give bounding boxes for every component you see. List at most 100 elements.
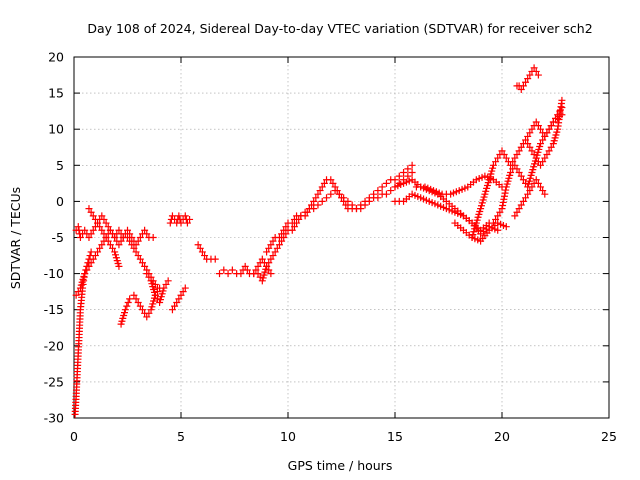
data-point-interp — [308, 201, 316, 209]
data-point — [126, 295, 134, 303]
data-point-interp — [509, 158, 517, 166]
data-point — [511, 161, 519, 169]
data-point — [378, 183, 386, 191]
y-tick-label: -10 — [44, 266, 64, 281]
data-point — [141, 226, 149, 234]
data-point — [173, 298, 181, 306]
data-point — [537, 125, 545, 133]
data-point — [228, 266, 236, 274]
data-point — [263, 262, 271, 270]
data-point-interp — [87, 230, 95, 238]
data-point — [130, 291, 138, 299]
data-point — [545, 125, 553, 133]
data-point — [124, 226, 131, 234]
data-point — [348, 201, 356, 209]
data-point — [297, 212, 305, 220]
data-point — [400, 169, 408, 177]
data-point-interp — [543, 129, 551, 137]
data-point-interp — [143, 230, 151, 238]
data-point-interp — [522, 136, 530, 144]
data-point — [224, 270, 232, 278]
data-point — [404, 172, 412, 180]
data-point — [143, 313, 151, 321]
x-tick-label: 10 — [280, 429, 296, 444]
data-point-interp — [282, 223, 290, 231]
data-point-interp — [175, 295, 183, 303]
data-point-interp — [316, 187, 324, 195]
data-point — [335, 190, 343, 198]
data-point — [545, 147, 553, 155]
data-point-interp — [132, 295, 140, 303]
data-point-interp — [269, 252, 277, 260]
data-point — [374, 194, 382, 202]
data-point — [327, 176, 335, 184]
data-point-interp — [502, 186, 510, 194]
data-point — [519, 82, 527, 90]
data-point — [558, 96, 566, 104]
data-point — [271, 248, 279, 256]
data-point-interp — [513, 150, 521, 158]
data-point — [519, 197, 527, 205]
data-point-interp — [513, 208, 521, 216]
data-point — [168, 306, 176, 314]
data-point — [177, 291, 185, 299]
data-point — [164, 277, 172, 285]
data-point — [280, 226, 288, 234]
data-point — [149, 234, 157, 241]
chart-title: Day 108 of 2024, Sidereal Day-to-day VTE… — [87, 21, 592, 36]
data-point-interp — [145, 273, 153, 281]
data-point — [194, 241, 202, 249]
gridlines — [74, 57, 609, 418]
data-point — [121, 306, 129, 314]
data-point — [382, 179, 390, 187]
data-point — [81, 270, 89, 278]
data-point — [502, 154, 510, 162]
data-point-interp — [91, 252, 99, 260]
data-point — [166, 219, 174, 227]
data-point-interp — [526, 187, 534, 195]
data-point — [138, 306, 146, 314]
data-point — [85, 262, 93, 270]
data-point — [327, 190, 335, 198]
data-point — [85, 205, 93, 213]
data-point — [318, 183, 326, 191]
data-point — [288, 226, 296, 234]
data-point-interp — [517, 143, 525, 151]
data-point — [310, 205, 318, 213]
x-tick-label: 25 — [601, 429, 617, 444]
data-point — [391, 176, 399, 184]
data-point — [87, 248, 95, 256]
data-point-interp — [256, 273, 264, 281]
data-point — [258, 255, 266, 263]
data-point-interp — [196, 244, 204, 252]
data-point-interp — [513, 165, 521, 173]
data-point-interp — [87, 208, 95, 216]
data-point — [494, 154, 502, 162]
data-point — [511, 212, 519, 220]
data-point-interp — [517, 172, 525, 180]
data-point — [528, 183, 536, 191]
y-tick-labels: -30 -25 -20 -15 -10 -5 0 5 10 15 20 — [44, 50, 64, 426]
data-point-interp — [265, 244, 273, 252]
data-point — [494, 212, 502, 220]
data-point — [387, 187, 395, 195]
data-point — [98, 241, 106, 249]
data-point — [168, 212, 176, 220]
data-point-interp — [320, 179, 328, 187]
data-point-interp — [153, 295, 161, 303]
data-point — [106, 226, 114, 234]
data-point — [216, 270, 224, 278]
data-point-interp — [96, 244, 104, 252]
data-point — [237, 270, 245, 278]
x-tick-label: 5 — [177, 429, 185, 444]
data-point-interp — [492, 158, 500, 166]
data-point-interp — [104, 223, 112, 231]
data-point — [498, 205, 506, 213]
data-point — [136, 255, 144, 263]
data-point-interp — [124, 298, 132, 306]
data-point — [175, 212, 183, 220]
data-point-interp — [534, 122, 542, 130]
data-point — [94, 248, 102, 256]
data-point — [98, 226, 106, 234]
data-point — [310, 197, 318, 205]
